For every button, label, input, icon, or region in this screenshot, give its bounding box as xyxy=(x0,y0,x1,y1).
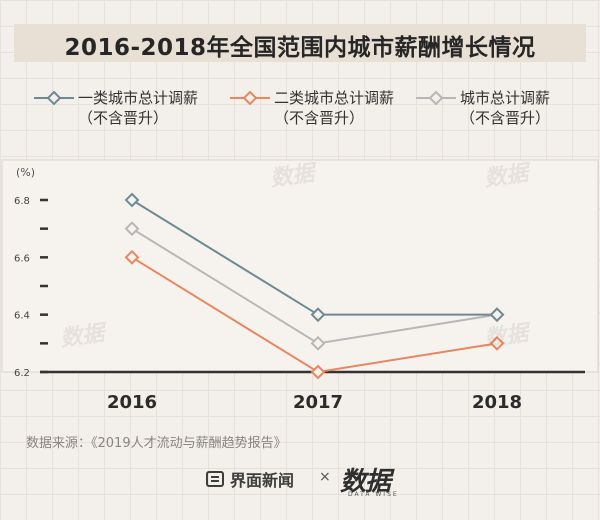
times-sign: × xyxy=(319,469,331,485)
plot-panel xyxy=(1,159,599,373)
data-logo: 数据 xyxy=(340,467,391,497)
y-tick-label: 6.4 xyxy=(14,311,30,322)
diamond-line-icon xyxy=(230,91,270,105)
data-point xyxy=(310,307,326,323)
legend-item-all: 城市总计调薪 （不含晋升） xyxy=(416,88,550,128)
y-unit-label: (%) xyxy=(16,166,35,179)
data-point xyxy=(310,335,326,351)
line-chart: (%) 6.2 6.4 6.6 6.8 2016 2017 2018 xyxy=(1,159,599,413)
legend-sub-label: （不含晋升） xyxy=(78,109,169,127)
data-point xyxy=(124,249,140,265)
data-point xyxy=(310,364,326,380)
legend-label: 二类城市总计调薪 xyxy=(274,89,395,107)
diamond-line-icon xyxy=(416,91,456,105)
y-tick-label: 6.8 xyxy=(14,196,30,207)
title-band xyxy=(14,24,586,62)
brand: 界面新闻 xyxy=(206,467,294,491)
diamond-line-icon xyxy=(34,91,74,105)
footer: 界面新闻 × 数据 DATA WISE xyxy=(0,463,600,499)
y-tick-label: 6.6 xyxy=(14,253,30,264)
y-tick-label: 6.2 xyxy=(14,368,30,379)
x-tick-label: 2016 xyxy=(107,392,157,413)
legend-label: 城市总计调薪 xyxy=(460,89,551,107)
legend-item-tier2: 二类城市总计调薪 （不含晋升） xyxy=(230,88,394,128)
legend-item-tier1: 一类城市总计调薪 （不含晋升） xyxy=(34,88,198,128)
data-point xyxy=(124,221,140,237)
x-tick-label: 2017 xyxy=(293,392,343,413)
data-point xyxy=(124,192,140,208)
source-note: 数据来源：《2019人才流动与薪酬趋势报告》 xyxy=(26,436,287,451)
data-logo-sub: DATA WISE xyxy=(348,491,399,498)
data-point xyxy=(489,335,505,351)
legend: 一类城市总计调薪 （不含晋升） 二类城市总计调薪 （不含晋升） 城市总计调薪 （… xyxy=(34,88,574,132)
brand-name: 界面新闻 xyxy=(230,471,295,490)
legend-sub-label: （不含晋升） xyxy=(274,109,365,127)
news-logo-icon xyxy=(206,471,224,487)
legend-sub-label: （不含晋升） xyxy=(460,109,551,127)
chart-title: 2016-2018年全国范围内城市薪酬增长情况 xyxy=(64,35,536,61)
x-tick-label: 2018 xyxy=(472,392,522,413)
legend-label: 一类城市总计调薪 xyxy=(78,89,199,107)
data-point xyxy=(489,307,505,323)
